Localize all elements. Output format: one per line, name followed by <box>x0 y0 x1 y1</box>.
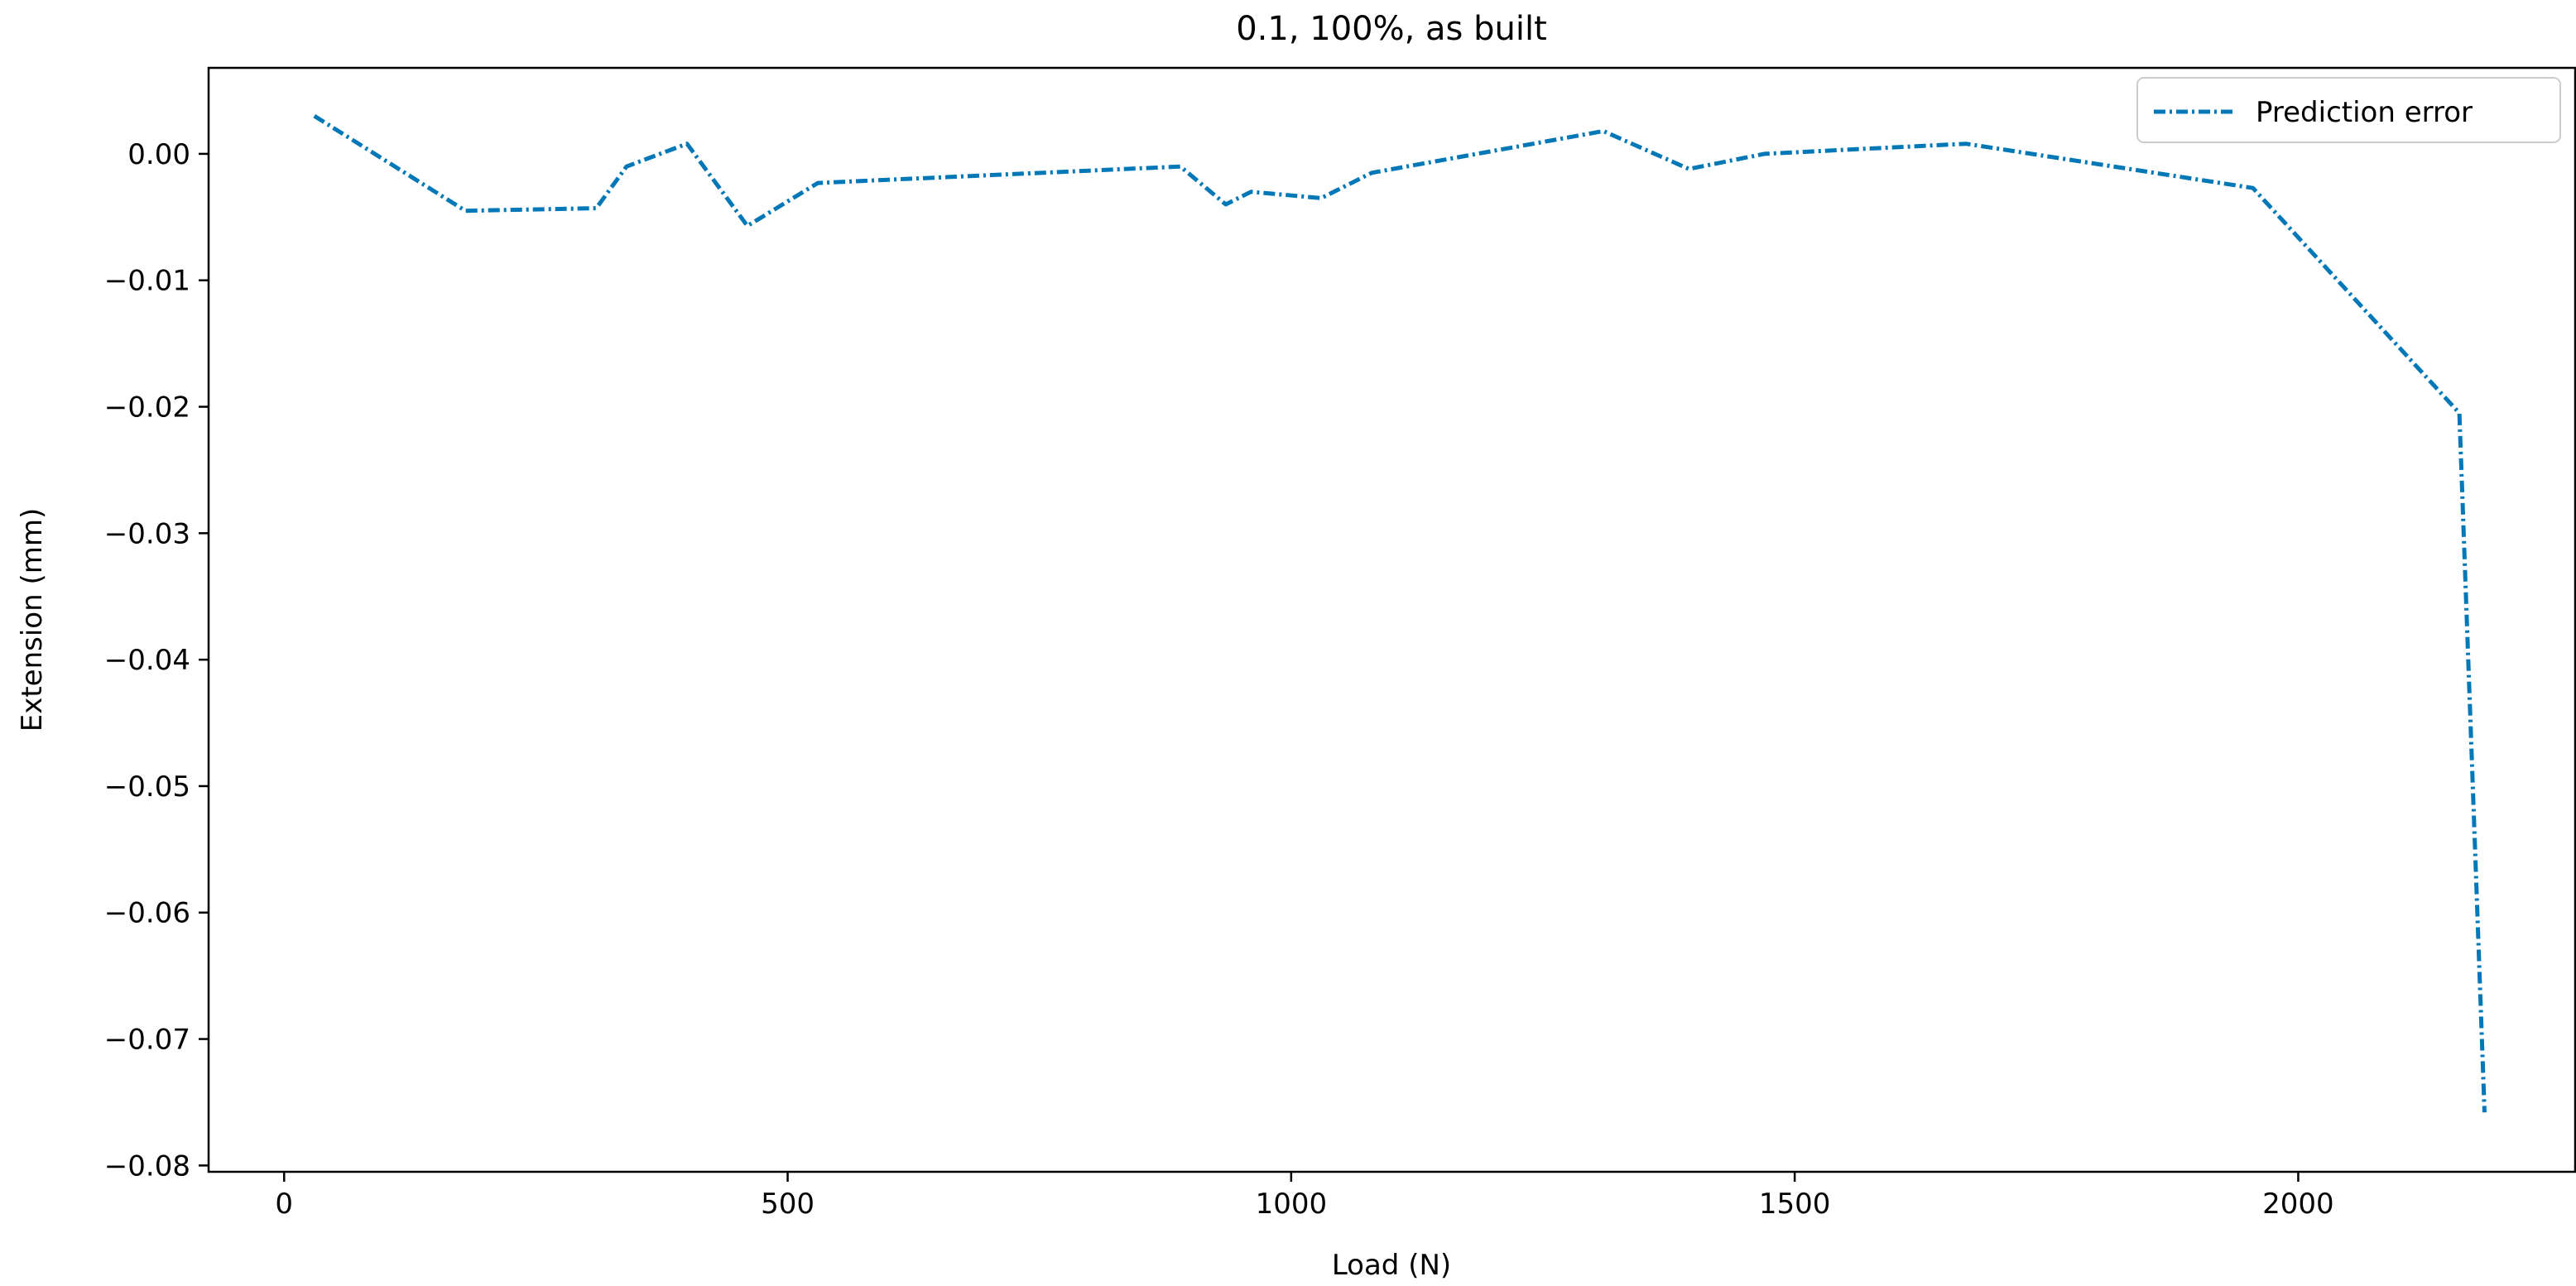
legend-label-prediction-error: Prediction error <box>2256 96 2473 129</box>
y-tick-label: −0.07 <box>104 1024 190 1057</box>
x-tick-label: 500 <box>761 1188 815 1221</box>
y-tick-label: −0.08 <box>104 1149 190 1183</box>
y-tick-label: −0.05 <box>104 770 190 804</box>
y-axis: 0.00 −0.01 −0.02 −0.03 −0.04 −0.05 −0.06 −0.07 −… <box>104 138 209 1183</box>
plot-area <box>207 66 2576 1173</box>
y-tick-label: −0.06 <box>104 897 190 930</box>
y-tick-label: −0.02 <box>104 391 190 425</box>
chart-title: 0.1, 100%, as built <box>1236 10 1547 48</box>
y-tick-label: −0.04 <box>104 644 190 677</box>
series-layer <box>313 113 2487 1113</box>
x-axis-label: Load (N) <box>1332 1249 1451 1282</box>
plot-frame <box>207 66 2576 1173</box>
x-tick-label: 1500 <box>1759 1188 1831 1221</box>
legend: Prediction error <box>2136 77 2561 143</box>
y-tick-label: 0.00 <box>127 138 190 171</box>
x-axis: 0 500 1000 1500 2000 <box>275 1172 2334 1221</box>
x-tick-label: 2000 <box>2262 1188 2334 1221</box>
x-tick-label: 1000 <box>1256 1188 1328 1221</box>
y-tick-label: −0.01 <box>104 265 190 298</box>
y-tick-label: −0.03 <box>104 517 190 550</box>
legend-box <box>2136 77 2561 143</box>
series-line-prediction-error <box>313 113 2487 1113</box>
x-tick-label: 0 <box>275 1188 293 1221</box>
y-axis-label: Extension (mm) <box>16 508 49 732</box>
